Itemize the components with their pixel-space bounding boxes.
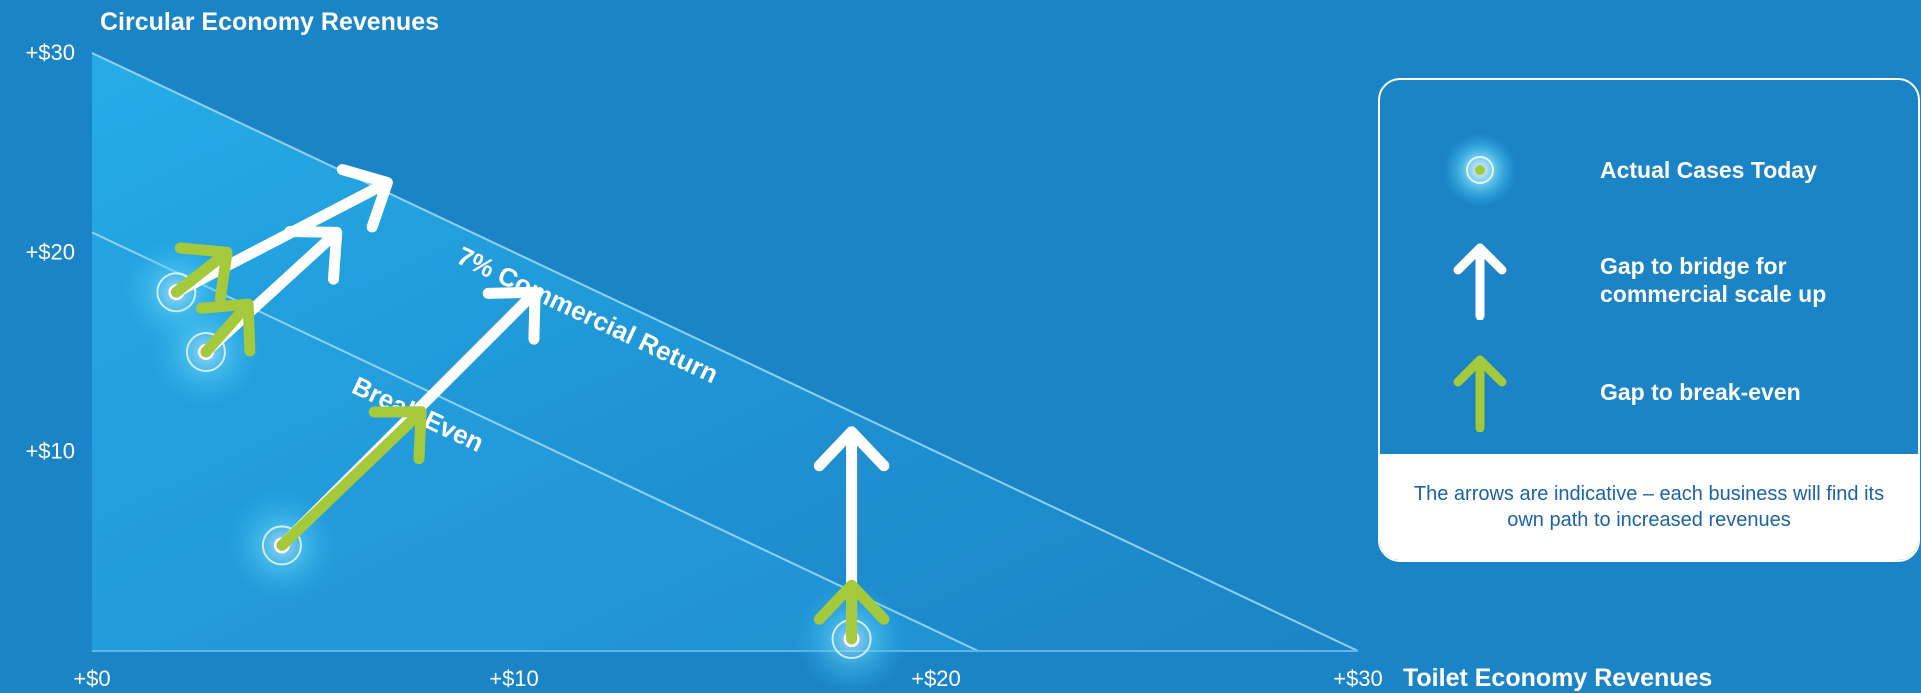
break-even-gap-arrow xyxy=(195,298,256,358)
x-tick-label: +$0 xyxy=(73,666,110,691)
x-axis-title: Toilet Economy Revenues xyxy=(1403,664,1712,692)
legend-item-actual-cases: Actual Cases Today xyxy=(1380,120,1918,220)
break-even-gap-arrow xyxy=(170,242,233,305)
legend-note: The arrows are indicative – each busines… xyxy=(1380,454,1918,560)
legend-label-green-arrow: Gap to break-even xyxy=(1600,379,1801,405)
x-tick-label: +$10 xyxy=(489,666,539,691)
legend: Actual Cases Today Gap to bridge for com… xyxy=(1378,78,1920,562)
cases-layer xyxy=(120,164,908,693)
break-even-gap-arrow xyxy=(276,406,427,551)
x-tick-label: +$30 xyxy=(1333,666,1383,691)
y-tick-labels: +$10 +$20 +$30 xyxy=(25,40,75,464)
y-tick-label: +$10 xyxy=(25,439,75,464)
legend-label-white-arrow: Gap to bridge for commercial scale up xyxy=(1600,253,1827,307)
legend-label-actual-cases: Actual Cases Today xyxy=(1600,157,1817,183)
commercial-gap-arrow xyxy=(170,164,393,298)
commercial-return-line xyxy=(91,52,1359,652)
y-tick-label: +$20 xyxy=(25,239,75,264)
y-axis-title: Circular Economy Revenues xyxy=(100,8,439,36)
x-tick-label: +$20 xyxy=(911,666,961,691)
x-tick-labels: +$0 +$10 +$20 +$30 xyxy=(73,666,1382,691)
case-ring xyxy=(185,332,226,372)
y-tick-label: +$30 xyxy=(25,40,75,65)
legend-item-white-arrow: Gap to bridge for commercial scale up xyxy=(1380,230,1918,330)
legend-item-green-arrow: Gap to break-even xyxy=(1380,342,1918,442)
white-arrow-icon xyxy=(1453,243,1507,320)
green-arrow-icon xyxy=(1453,355,1507,432)
case-marker-icon xyxy=(1444,134,1516,206)
case-ring xyxy=(261,525,302,566)
break-even-gap-arrow xyxy=(813,579,890,645)
legend-items: Actual Cases Today Gap to bridge for com… xyxy=(1380,80,1918,458)
